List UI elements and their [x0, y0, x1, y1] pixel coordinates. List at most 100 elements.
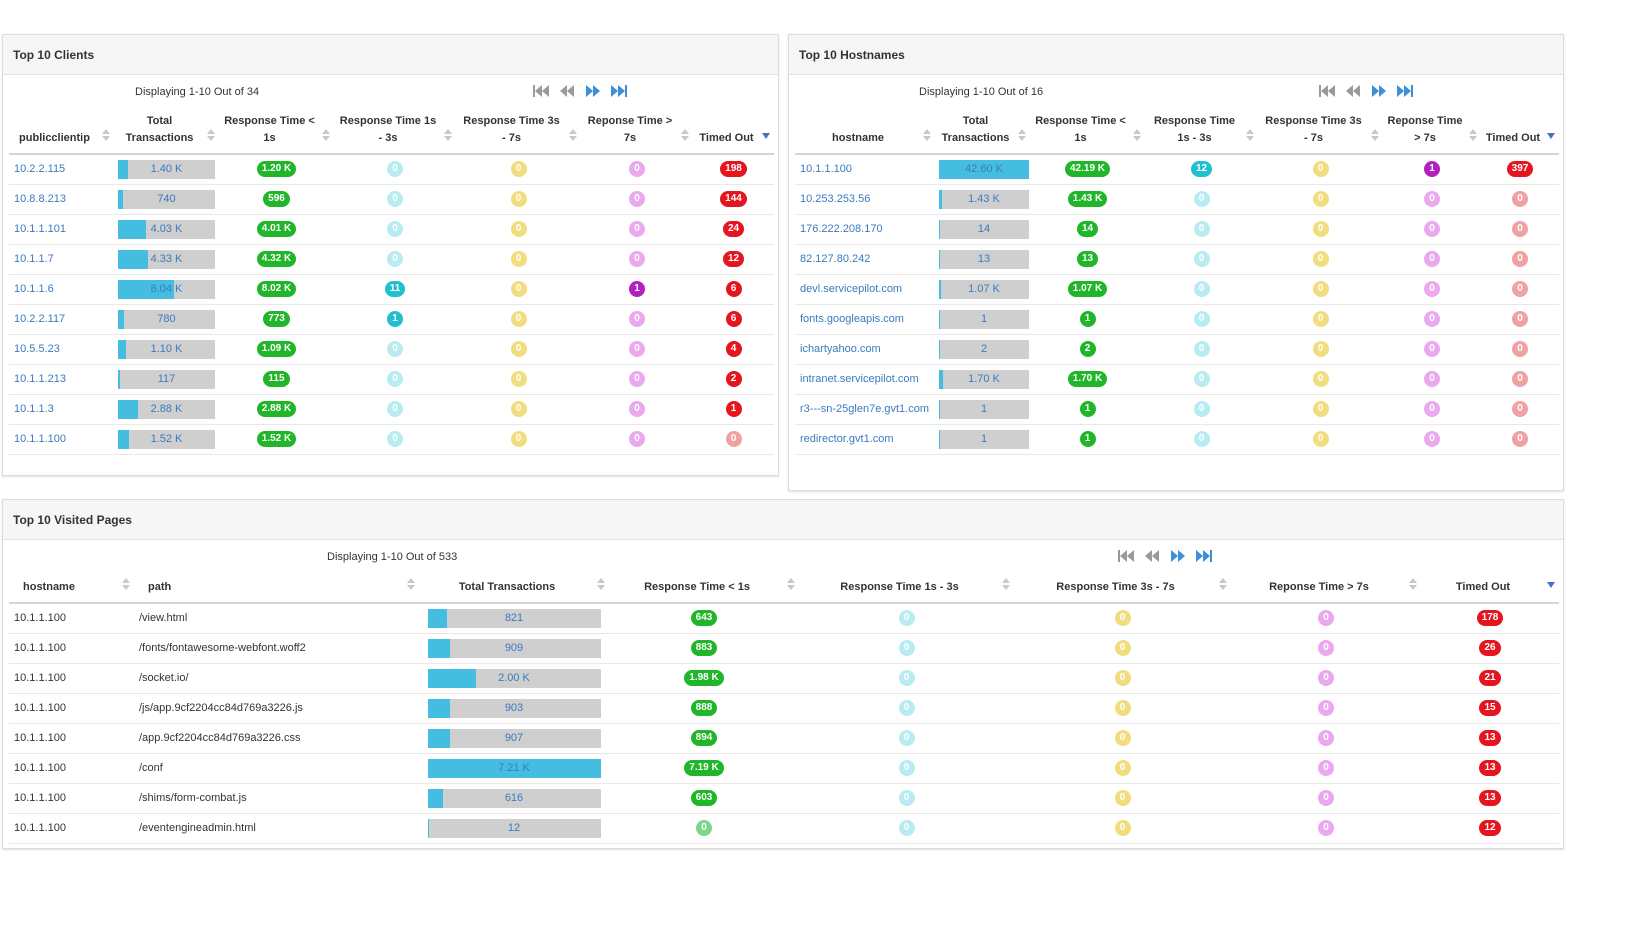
- hostnames-hostname[interactable]: intranet.servicepilot.com: [795, 364, 935, 395]
- clients-table-row[interactable]: 10.8.8.213 740 596 0 0 0 144: [9, 184, 774, 215]
- clients-col-header-4[interactable]: Response Time 3s - 7s: [456, 113, 581, 155]
- hostnames-col-header-3[interactable]: Response Time 1s - 3s: [1145, 113, 1258, 155]
- pages-col-header-5[interactable]: Response Time 3s - 7s: [1014, 570, 1231, 604]
- clients-client-ip[interactable]: 10.2.2.117: [9, 304, 114, 335]
- hostnames-hostname[interactable]: fonts.googleapis.com: [795, 304, 935, 335]
- hostnames-col-header-4[interactable]: Response Time 3s - 7s: [1258, 113, 1383, 155]
- hostnames-table-row[interactable]: 176.222.208.170 14 14 0 0 0 0: [795, 214, 1559, 245]
- pages-table-row[interactable]: 10.1.1.100/js/app.9cf2204cc84d769a3226.j…: [9, 693, 1559, 724]
- clients-col-header-2[interactable]: Response Time < 1s: [219, 113, 334, 155]
- clients-table-row[interactable]: 10.1.1.101 4.03 K 4.01 K 0 0 0 24: [9, 214, 774, 245]
- clients-rt-3s-7s-badge: 0: [510, 431, 527, 447]
- hostnames-table-row[interactable]: redirector.gvt1.com 1 1 0 0 0 0: [795, 424, 1559, 455]
- clients-table-row[interactable]: 10.1.1.100 1.52 K 1.52 K 0 0 0 0: [9, 424, 774, 455]
- pages-table-row[interactable]: 10.1.1.100/app.9cf2204cc84d769a3226.css 9…: [9, 723, 1559, 754]
- hostnames-rt-lt1s-badge: 1.70 K: [1067, 371, 1108, 387]
- clients-pager-next-icon[interactable]: [583, 83, 603, 99]
- hostnames-col-header-2[interactable]: Response Time < 1s: [1030, 113, 1145, 155]
- hostnames-total-transactions-value: 13: [977, 252, 991, 265]
- clients-client-ip[interactable]: 10.8.8.213: [9, 184, 114, 215]
- pages-timed-out-badge: 21: [1479, 670, 1501, 686]
- hostnames-pager-last-icon[interactable]: [1395, 83, 1415, 99]
- clients-col-header-0[interactable]: publicclientip: [9, 113, 114, 155]
- pages-pager-prev-icon[interactable]: [1142, 548, 1162, 564]
- clients-table-row[interactable]: 10.1.1.213 117 115 0 0 0 2: [9, 364, 774, 395]
- hostnames-hostname[interactable]: 10.1.1.100: [795, 154, 935, 185]
- clients-col-header-3[interactable]: Response Time 1s - 3s: [334, 113, 456, 155]
- clients-table-row[interactable]: 10.5.5.23 1.10 K 1.09 K 0 0 0 4: [9, 334, 774, 365]
- pages-col-header-6[interactable]: Reponse Time > 7s: [1231, 570, 1421, 604]
- pages-pager-first-icon[interactable]: [1116, 548, 1136, 564]
- hostnames-hostname[interactable]: 82.127.80.242: [795, 244, 935, 275]
- clients-table-row[interactable]: 10.2.2.117 780 773 1 0 0 6: [9, 304, 774, 335]
- hostnames-hostname[interactable]: r3---sn-25glen7e.gvt1.com: [795, 394, 935, 425]
- pages-col-header-7[interactable]: Timed Out: [1421, 570, 1559, 604]
- hostnames-pager-prev-icon[interactable]: [1343, 83, 1363, 99]
- pages-col-header-1[interactable]: path: [134, 570, 419, 604]
- pages-col-header-label: Response Time 1s - 3s: [840, 581, 959, 593]
- clients-pager-prev-icon[interactable]: [557, 83, 577, 99]
- hostnames-total-transactions-bar-fill: [939, 429, 940, 449]
- pages-pager-next-icon[interactable]: [1168, 548, 1188, 564]
- clients-col-header-5[interactable]: Reponse Time > 7s: [581, 113, 693, 155]
- hostnames-hostname[interactable]: 176.222.208.170: [795, 214, 935, 245]
- pages-table-row[interactable]: 10.1.1.100/conf 7.21 K 7.19 K 0 0 0 13: [9, 753, 1559, 784]
- clients-client-ip[interactable]: 10.5.5.23: [9, 334, 114, 365]
- clients-pager-last-icon[interactable]: [609, 83, 629, 99]
- pages-rt-lt1s-cell: 603: [609, 783, 799, 814]
- hostnames-pager-first-icon[interactable]: [1317, 83, 1337, 99]
- hostnames-table-row[interactable]: 10.1.1.100 42.60 K 42.19 K 12 0 1 397: [795, 154, 1559, 185]
- pages-table-row[interactable]: 10.1.1.100/fonts/fontawesome-webfont.wof…: [9, 633, 1559, 664]
- clients-pager-first-icon[interactable]: [531, 83, 551, 99]
- hostnames-table-row[interactable]: r3---sn-25glen7e.gvt1.com 1 1 0 0 0 0: [795, 394, 1559, 425]
- hostnames-table-row[interactable]: intranet.servicepilot.com 1.70 K 1.70 K 0 0 0…: [795, 364, 1559, 395]
- clients-timed-out-cell: 4: [693, 334, 774, 365]
- clients-rt-lt1s-badge: 1.20 K: [256, 161, 297, 178]
- clients-client-ip[interactable]: 10.1.1.213: [9, 364, 114, 395]
- pages-col-header-0[interactable]: hostname: [9, 570, 134, 604]
- hostnames-table-row[interactable]: 10.253.253.56 1.43 K 1.43 K 0 0 0 0: [795, 184, 1559, 215]
- pages-total-transactions-bar: 821: [427, 608, 601, 628]
- hostnames-table-row[interactable]: ichartyahoo.com 2 2 0 0 0 0: [795, 334, 1559, 365]
- clients-table-row[interactable]: 10.1.1.3 2.88 K 2.88 K 0 0 0 1: [9, 394, 774, 425]
- clients-total-transactions-value: 4.03 K: [150, 222, 183, 235]
- hostnames-timed-out-badge: 0: [1512, 251, 1528, 267]
- clients-client-ip[interactable]: 10.1.1.6: [9, 274, 114, 305]
- clients-table-row[interactable]: 10.2.2.115 1.40 K 1.20 K 0 0 0 198: [9, 154, 774, 185]
- hostnames-hostname[interactable]: devl.servicepilot.com: [795, 274, 935, 305]
- clients-table-row[interactable]: 10.1.1.6 8.04 K 8.02 K 11 0 1 6: [9, 274, 774, 305]
- hostnames-rt-3s-7s-cell: 0: [1258, 244, 1383, 275]
- pages-table-row[interactable]: 10.1.1.100/socket.io/2.00 K 1.98 K 0 0 0 21: [9, 663, 1559, 694]
- hostnames-pager-next-icon[interactable]: [1369, 83, 1389, 99]
- clients-col-header-label: Reponse Time > 7s: [587, 115, 673, 144]
- clients-table-row[interactable]: 10.1.1.7 4.33 K 4.32 K 0 0 0 12: [9, 244, 774, 275]
- pages-col-header-4[interactable]: Response Time 1s - 3s: [799, 570, 1014, 604]
- pages-table-row[interactable]: 10.1.1.100/eventengineadmin.html 12 0 0 0 0 12: [9, 813, 1559, 844]
- hostnames-table-row[interactable]: fonts.googleapis.com 1 1 0 0 0 0: [795, 304, 1559, 335]
- hostnames-table-row[interactable]: devl.servicepilot.com 1.07 K 1.07 K 0 0 0 0: [795, 274, 1559, 305]
- hostnames-rt-lt1s-cell: 42.19 K: [1030, 154, 1145, 185]
- clients-rt-lt1s-badge: 1.09 K: [256, 341, 297, 357]
- hostnames-col-header-5[interactable]: Reponse Time > 7s: [1383, 113, 1481, 155]
- pages-col-header-3[interactable]: Response Time < 1s: [609, 570, 799, 604]
- pages-pager-last-icon[interactable]: [1194, 548, 1214, 564]
- hostnames-hostname[interactable]: redirector.gvt1.com: [795, 424, 935, 455]
- clients-total-transactions-bar: 1.10 K: [118, 339, 215, 359]
- hostnames-col-header-0[interactable]: hostname: [795, 113, 935, 155]
- clients-client-ip[interactable]: 10.1.1.7: [9, 244, 114, 275]
- clients-client-ip[interactable]: 10.1.1.101: [9, 214, 114, 245]
- pages-table-row[interactable]: 10.1.1.100/view.html 821 643 0 0 0 178: [9, 603, 1559, 634]
- pages-col-header-2[interactable]: Total Transactions: [419, 570, 609, 604]
- clients-client-ip[interactable]: 10.1.1.100: [9, 424, 114, 455]
- hostnames-col-header-6[interactable]: Timed Out: [1481, 113, 1559, 155]
- pages-total-transactions-bar-fill: [427, 638, 450, 658]
- clients-client-ip[interactable]: 10.1.1.3: [9, 394, 114, 425]
- hostnames-col-header-1[interactable]: Total Transactions: [935, 113, 1030, 155]
- hostnames-hostname[interactable]: ichartyahoo.com: [795, 334, 935, 365]
- clients-col-header-1[interactable]: Total Transactions: [114, 113, 219, 155]
- hostnames-hostname[interactable]: 10.253.253.56: [795, 184, 935, 215]
- hostnames-table-row[interactable]: 82.127.80.242 13 13 0 0 0 0: [795, 244, 1559, 275]
- clients-col-header-6[interactable]: Timed Out: [693, 113, 774, 155]
- pages-table-row[interactable]: 10.1.1.100/shims/form-combat.js 616 603 0 0 0…: [9, 783, 1559, 814]
- clients-client-ip[interactable]: 10.2.2.115: [9, 154, 114, 185]
